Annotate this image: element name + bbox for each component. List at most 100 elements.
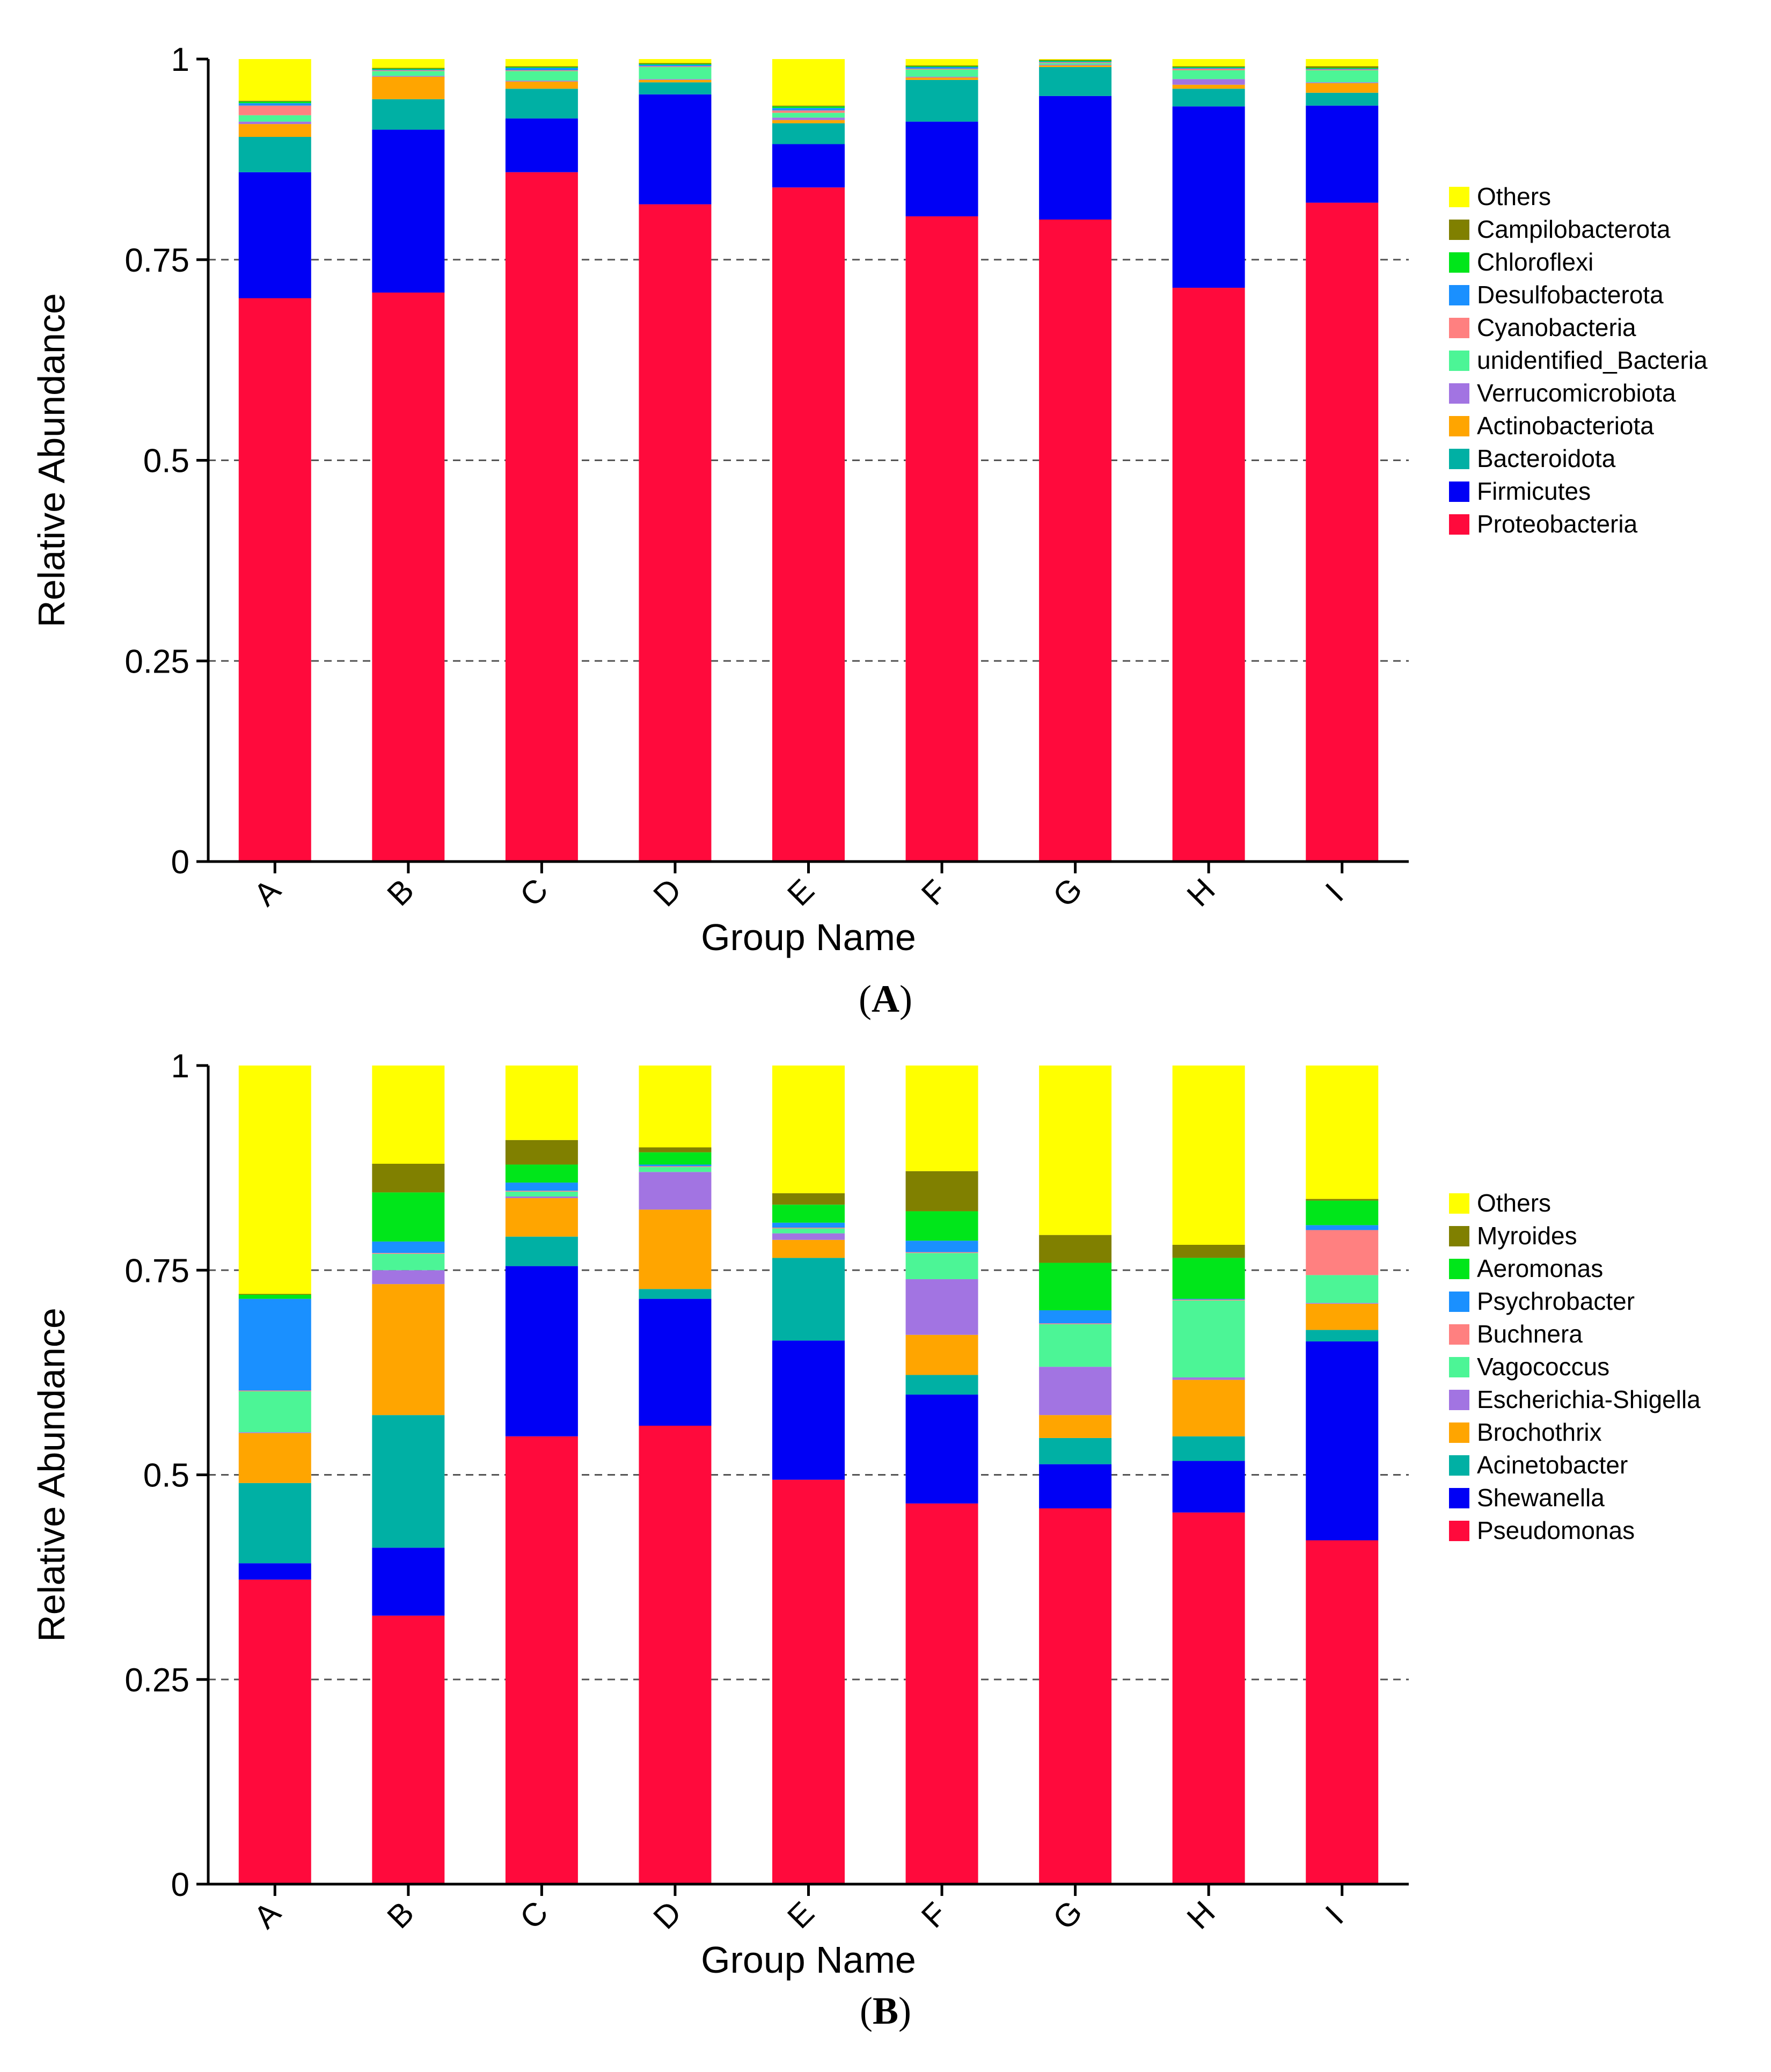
- panel-b-legend-label: Buchnera: [1477, 1320, 1583, 1348]
- panel-a-legend-label: Desulfobacterota: [1477, 281, 1664, 309]
- panel-b-bar-a-others: [238, 1066, 311, 1294]
- panel-a-bar-b-desulfobacterota: [372, 69, 445, 70]
- panel-a-bar-b-proteobacteria: [372, 293, 445, 862]
- panel-b-bar-e-shewanella: [772, 1340, 845, 1480]
- panel-b-legend-swatch: [1449, 1521, 1469, 1541]
- panel-b-legend-label: Aeromonas: [1477, 1254, 1603, 1282]
- panel-b-bar-h-myroides: [1172, 1244, 1245, 1258]
- panel-b-bar-a-buchnera: [238, 1390, 311, 1391]
- panel-b-legend-swatch: [1449, 1488, 1469, 1508]
- panel-b-y-tick-label: 0.5: [143, 1457, 189, 1494]
- panel-b-bar-c-pseudomonas: [505, 1436, 578, 1884]
- panel-a-bar-i-firmicutes: [1306, 105, 1379, 203]
- panel-a-bar-g-verrucomicrobiota: [1039, 64, 1112, 65]
- panel-a-bar-i-campilobacterota: [1306, 66, 1379, 68]
- panel-b-bar-a-brochothrix: [238, 1433, 311, 1483]
- panel-b-legend-swatch: [1449, 1390, 1469, 1410]
- panel-a-bar-b-unidentified-bacteria: [372, 71, 445, 76]
- panel-b-bar-c-others: [505, 1066, 578, 1140]
- panel-a-bar-d-unidentified-bacteria: [639, 67, 712, 79]
- panel-b-bar-i-aeromonas: [1306, 1200, 1379, 1225]
- panel-b-bar-c-brochothrix: [505, 1198, 578, 1237]
- panel-b-bar-f-acinetobacter: [905, 1375, 978, 1395]
- panel-a-bar-i-bacteroidota: [1306, 92, 1379, 106]
- panel-b-bar-c-psychrobacter: [505, 1183, 578, 1191]
- panel-a-bar-f-campilobacterota: [905, 65, 978, 67]
- panel-a-bar-a-verrucomicrobiota: [238, 121, 311, 125]
- panel-b-bar-g-others: [1039, 1066, 1112, 1235]
- panel-a-legend-swatch: [1449, 416, 1469, 436]
- panel-b-legend-label: Pseudomonas: [1477, 1516, 1635, 1544]
- panel-b-legend-label: Psychrobacter: [1477, 1287, 1635, 1315]
- panel-a-y-axis-title: Relative Abundance: [31, 293, 72, 628]
- panel-a-y-tick-label: 0.75: [125, 242, 189, 279]
- panel-b-bar-a-aeromonas: [238, 1295, 311, 1299]
- panel-a-bar-f-actinobacteriota: [905, 77, 978, 80]
- panel-b-legend-label: Shewanella: [1477, 1484, 1605, 1512]
- panel-a-bar-d-proteobacteria: [639, 204, 712, 862]
- panel-a-bar-c-proteobacteria: [505, 172, 578, 862]
- panel-b-bar-a-myroides: [238, 1294, 311, 1295]
- panel-b-bar-e-acinetobacter: [772, 1258, 845, 1341]
- panel-a-bar-f-others: [905, 59, 978, 65]
- panel-a-bar-i-actinobacteriota: [1306, 83, 1379, 93]
- panel-b-bar-c-shewanella: [505, 1266, 578, 1436]
- panel-a-x-axis-title: Group Name: [701, 916, 916, 958]
- panel-a-legend-label: Chloroflexi: [1477, 248, 1593, 276]
- panel-b-legend-swatch: [1449, 1292, 1469, 1312]
- panel-a-bar-f-chloroflexi: [905, 66, 978, 67]
- panel-a-legend-label: unidentified_Bacteria: [1477, 346, 1708, 374]
- panel-a-bar-e-others: [772, 59, 845, 106]
- panel-b-bar-h-escherichia-shigella: [1172, 1377, 1245, 1380]
- panel-b-bar-d-acinetobacter: [639, 1289, 712, 1299]
- panel-a-bar-a-firmicutes: [238, 172, 311, 298]
- panel-b-y-axis-title: Relative Abundance: [31, 1308, 72, 1642]
- panel-a-bar-d-others: [639, 59, 712, 63]
- panel-b-legend: Others Myroides Aeromonas Psychrobacter Buch…: [1449, 1189, 1701, 1544]
- panel-a-legend-swatch: [1449, 285, 1469, 305]
- panel-b-bar-f-brochothrix: [905, 1334, 978, 1375]
- panel-a-bars: [238, 59, 1379, 862]
- panel-b-bar-g-psychrobacter: [1039, 1310, 1112, 1324]
- panel-b-bar-g-shewanella: [1039, 1464, 1112, 1509]
- panel-b-bar-d-pseudomonas: [639, 1426, 712, 1884]
- panel-b-bar-f-myroides: [905, 1171, 978, 1212]
- panel-b-bar-a-vagococcus: [238, 1391, 311, 1433]
- panel-a-bar-a-desulfobacterota: [238, 103, 311, 106]
- panel-b-bar-h-aeromonas: [1172, 1258, 1245, 1299]
- panel-a-bar-e-desulfobacterota: [772, 108, 845, 111]
- panel-b-bar-b-brochothrix: [372, 1284, 445, 1416]
- panel-a-bar-g-actinobacteriota: [1039, 65, 1112, 67]
- panel-a-bar-h-proteobacteria: [1172, 288, 1245, 862]
- panel-b-bar-g-vagococcus: [1039, 1324, 1112, 1367]
- panel-a-y-tick-label: 0.25: [125, 643, 189, 680]
- panel-a-bar-d-actinobacteriota: [639, 79, 712, 83]
- panel-b-bar-g-aeromonas: [1039, 1263, 1112, 1310]
- panel-b-legend-swatch: [1449, 1193, 1469, 1214]
- panel-b-bar-b-vagococcus: [372, 1253, 445, 1271]
- panel-a-bar-g-desulfobacterota: [1039, 61, 1112, 62]
- panel-b-legend-label: Brochothrix: [1477, 1418, 1602, 1446]
- panel-b-bar-i-buchnera: [1306, 1230, 1379, 1275]
- panel-b-y-tick-label: 0.25: [125, 1662, 189, 1699]
- panel-a-legend-swatch: [1449, 252, 1469, 273]
- panel-a-bar-c-actinobacteriota: [505, 81, 578, 89]
- panel-b-legend-swatch: [1449, 1422, 1469, 1443]
- panel-a-bar-b-cyanobacteria: [372, 70, 445, 71]
- panel-a-bar-i-cyanobacteria: [1306, 69, 1379, 70]
- panel-b-bar-i-escherichia-shigella: [1306, 1303, 1379, 1304]
- panel-a-bar-e-firmicutes: [772, 144, 845, 188]
- panel-a-bar-f-firmicutes: [905, 121, 978, 217]
- panel-a-bar-h-others: [1172, 59, 1245, 67]
- panel-b-legend-label: Acinetobacter: [1477, 1451, 1628, 1479]
- panel-b-bar-f-psychrobacter: [905, 1241, 978, 1252]
- panel-a-y-tick-label: 0.5: [143, 443, 189, 480]
- panel-a-bar-h-chloroflexi: [1172, 67, 1245, 68]
- panel-a-bar-i-proteobacteria: [1306, 202, 1379, 862]
- panel-a-bar-i-unidentified-bacteria: [1306, 70, 1379, 83]
- panel-b-bar-a-escherichia-shigella: [238, 1432, 311, 1433]
- panel-a-bar-a-actinobacteriota: [238, 124, 311, 137]
- panel-b-bar-b-others: [372, 1066, 445, 1164]
